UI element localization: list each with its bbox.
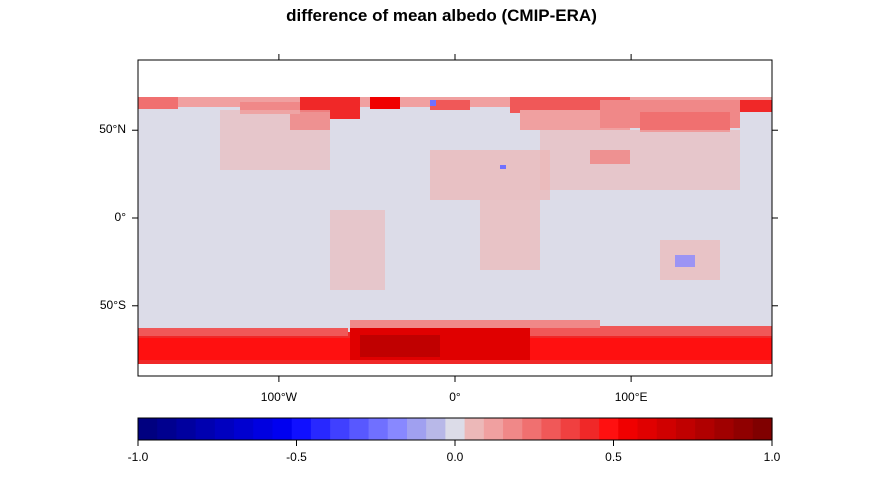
colorbar-swatch bbox=[733, 418, 754, 440]
colorbar-swatch bbox=[349, 418, 370, 440]
antarctic-anomalies bbox=[138, 320, 772, 364]
colorbar-swatch bbox=[714, 418, 735, 440]
colorbar-swatch bbox=[426, 418, 446, 440]
colorbar-swatch bbox=[599, 418, 619, 440]
colorbar-swatch bbox=[656, 418, 677, 440]
y-tick-label: 50°S bbox=[99, 297, 126, 312]
colorbar-tick-label: -1.0 bbox=[127, 450, 149, 464]
colorbar-swatch bbox=[310, 418, 331, 440]
colorbar-tick-marks bbox=[137, 440, 773, 446]
x-tick-label: 0° bbox=[449, 390, 461, 404]
colorbar-swatch bbox=[157, 418, 178, 440]
colorbar-swatch bbox=[291, 418, 312, 440]
colorbar-swatch bbox=[195, 418, 216, 440]
colorbar-swatch bbox=[541, 418, 562, 440]
colorbar-swatch bbox=[138, 418, 158, 440]
colorbar-swatch bbox=[503, 418, 523, 440]
colorbar-swatch bbox=[330, 418, 350, 440]
x-tick-label: 100°W bbox=[260, 390, 297, 404]
colorbar-swatch bbox=[387, 418, 408, 440]
colorbar-swatch bbox=[522, 418, 543, 440]
colorbar-tick-label: 0.5 bbox=[605, 450, 622, 464]
colorbar-swatch bbox=[560, 418, 581, 440]
colorbar-swatch bbox=[272, 418, 293, 440]
colorbar-swatch bbox=[464, 418, 485, 440]
colorbar-swatch bbox=[445, 418, 466, 440]
colorbar-swatch bbox=[234, 418, 254, 440]
colorbar-swatch bbox=[368, 418, 389, 440]
x-tick-label: 100°E bbox=[614, 390, 648, 404]
colorbar-tick-label: 0.0 bbox=[446, 450, 464, 464]
colorbar-swatch bbox=[253, 418, 274, 440]
map-title: difference of mean albedo (CMIP-ERA) bbox=[286, 6, 597, 25]
colorbar-swatch bbox=[675, 418, 696, 440]
colorbar-tick-label: -0.5 bbox=[286, 450, 307, 464]
y-tick-label: 50°N bbox=[99, 122, 126, 137]
colorbar-swatch bbox=[637, 418, 658, 440]
colorbar-swatch bbox=[752, 418, 773, 440]
colorbar bbox=[138, 418, 773, 440]
map-tick-marks bbox=[132, 54, 778, 382]
colorbar-tick-label: 1.0 bbox=[763, 450, 781, 464]
colorbar-swatch bbox=[214, 418, 235, 440]
colorbar-swatch bbox=[695, 418, 715, 440]
continental-anomalies bbox=[220, 100, 740, 290]
colorbar-swatch bbox=[483, 418, 504, 440]
colorbar-swatch bbox=[618, 418, 639, 440]
y-tick-label: 0° bbox=[114, 210, 126, 224]
colorbar-swatch bbox=[579, 418, 600, 440]
colorbar-swatch bbox=[176, 418, 197, 440]
colorbar-swatch bbox=[406, 418, 427, 440]
